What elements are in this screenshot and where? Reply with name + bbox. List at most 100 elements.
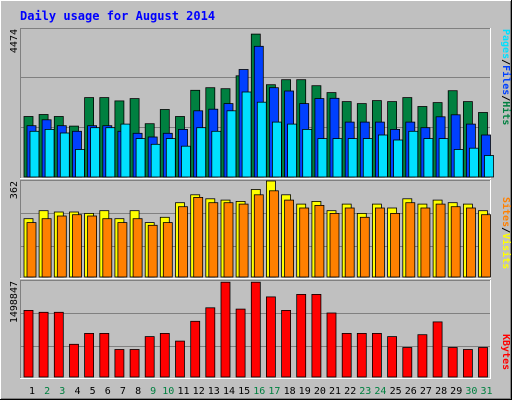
- sites-bar-day-30: [465, 207, 476, 278]
- visitors-ymax-label: 362: [9, 181, 20, 199]
- kbytes-bar-day-19: [296, 293, 307, 378]
- kbytes-bar-day-24: [371, 332, 382, 378]
- kbytes-panel: 1498847 KBytes: [9, 280, 511, 379]
- visitors-panel: 362 Sites/Visits: [9, 180, 512, 279]
- kbytes-bar-day-12: [190, 320, 201, 378]
- day-label-4: 4: [74, 386, 80, 397]
- sites-bar-day-21: [329, 212, 340, 278]
- legend-separator-2: /: [500, 95, 511, 101]
- kbytes-bar-day-4: [69, 343, 79, 378]
- kbytes-bar-day-10: [159, 332, 170, 378]
- pages-bar-day-15: [241, 91, 252, 178]
- sites-bar-day-9: [147, 224, 158, 278]
- kbytes-bar-day-18: [281, 309, 292, 378]
- pages-bar-day-2: [44, 128, 55, 178]
- sites-bar-day-10: [162, 222, 173, 278]
- pages-bar-day-28: [438, 138, 449, 178]
- pages-bar-day-24: [377, 134, 388, 178]
- legend-kbytes: KBytes: [500, 334, 511, 370]
- day-label-25: 25: [390, 386, 402, 397]
- pages-bar-day-20: [317, 138, 328, 178]
- sites-bar-day-12: [193, 196, 204, 278]
- pages-bar-day-9: [150, 143, 161, 178]
- requests-legend: Pages/Files/Hits: [500, 29, 512, 125]
- legend-separator-3: /: [500, 227, 511, 233]
- day-label-26: 26: [405, 386, 417, 397]
- day-label-28: 28: [435, 386, 447, 397]
- pages-bar-day-18: [287, 123, 298, 178]
- sites-bar-day-27: [420, 207, 431, 278]
- legend-pages: Pages: [500, 29, 511, 59]
- requests-bars: [23, 33, 494, 178]
- day-label-3: 3: [59, 386, 65, 397]
- sites-bar-day-7: [117, 222, 128, 278]
- day-label-1: 1: [29, 386, 35, 397]
- kbytes-bar-day-15: [235, 308, 246, 378]
- pages-bar-day-5: [90, 127, 100, 178]
- kbytes-bar-day-27: [417, 334, 428, 378]
- legend-separator-1: /: [500, 59, 511, 65]
- kbytes-bar-day-21: [326, 312, 337, 378]
- sites-bar-day-29: [450, 206, 461, 278]
- day-label-9: 9: [150, 386, 156, 397]
- day-label-2: 2: [44, 386, 50, 397]
- pages-bar-day-19: [302, 128, 313, 178]
- pages-bar-day-1: [29, 130, 40, 178]
- kbytes-bar-day-17: [265, 296, 276, 378]
- kbytes-bar-day-6: [99, 332, 110, 378]
- kbytes-bar-day-13: [205, 307, 216, 378]
- sites-bar-day-8: [132, 218, 143, 278]
- kbytes-bar-day-23: [356, 332, 367, 378]
- kbytes-bar-day-1: [23, 309, 34, 378]
- pages-bar-day-21: [332, 138, 343, 178]
- kbytes-bar-day-22: [341, 332, 352, 378]
- day-label-8: 8: [135, 386, 141, 397]
- pages-bar-day-10: [165, 138, 176, 178]
- pages-bar-day-16: [256, 101, 267, 178]
- sites-bar-day-13: [208, 202, 219, 278]
- sites-bar-day-18: [284, 199, 295, 278]
- pages-bar-day-11: [181, 145, 191, 178]
- pages-bar-day-12: [196, 127, 207, 178]
- sites-bar-day-3: [56, 215, 67, 278]
- sites-bar-day-24: [374, 207, 385, 278]
- sites-bar-day-20: [314, 204, 325, 278]
- day-label-5: 5: [90, 386, 96, 397]
- kbytes-bar-day-14: [220, 281, 231, 378]
- day-label-15: 15: [238, 386, 250, 397]
- legend-files: Files: [500, 65, 512, 95]
- requests-panel: 4474 Pages/Files/Hits: [9, 28, 512, 179]
- pages-bar-day-26: [408, 130, 419, 178]
- day-label-23: 23: [359, 386, 371, 397]
- sites-bar-day-2: [41, 218, 52, 278]
- day-label-12: 12: [193, 386, 205, 397]
- sites-bar-day-5: [87, 215, 97, 278]
- day-label-11: 11: [177, 386, 189, 397]
- pages-bar-day-31: [484, 155, 494, 178]
- day-label-7: 7: [120, 386, 126, 397]
- sites-bar-day-25: [390, 212, 401, 278]
- day-label-17: 17: [268, 386, 280, 397]
- day-label-19: 19: [299, 386, 311, 397]
- sites-bar-day-22: [344, 207, 355, 278]
- kbytes-bar-day-28: [432, 321, 443, 378]
- kbytes-bar-day-11: [175, 340, 185, 378]
- sites-bar-day-26: [405, 202, 416, 278]
- kbytes-bar-day-5: [84, 332, 94, 378]
- legend-hits: Hits: [500, 101, 512, 125]
- sites-bar-day-14: [223, 202, 234, 278]
- pages-bar-day-29: [453, 149, 464, 178]
- kbytes-ymax-label: 1498847: [9, 281, 20, 323]
- kbytes-bar-day-20: [311, 293, 322, 378]
- sites-bar-day-23: [359, 216, 370, 278]
- kbytes-bar-day-31: [478, 347, 488, 378]
- day-label-30: 30: [465, 386, 477, 397]
- kbytes-bar-day-30: [462, 349, 473, 378]
- kbytes-bar-day-29: [447, 347, 458, 378]
- sites-bar-day-6: [102, 218, 113, 278]
- kbytes-bar-day-16: [250, 281, 261, 378]
- legend-sites: Sites: [500, 197, 512, 227]
- legend-visits: Visits: [500, 233, 512, 269]
- pages-bar-day-3: [59, 132, 70, 178]
